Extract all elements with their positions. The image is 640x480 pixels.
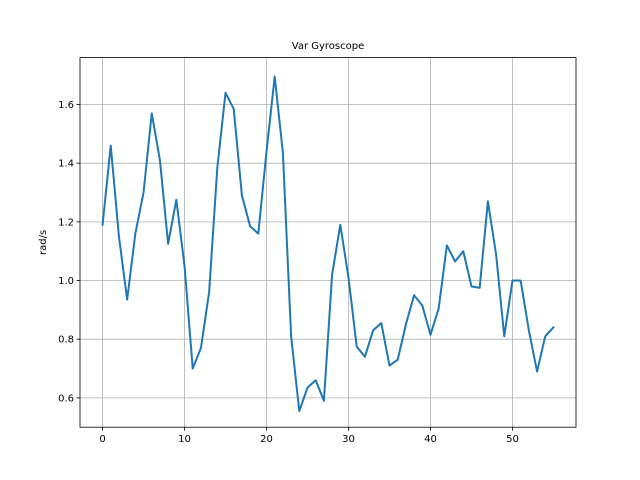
y-tick-label: 0.6 (58, 393, 74, 404)
y-tick-label: 1.2 (58, 217, 74, 228)
y-tick-label: 1.6 (58, 100, 74, 111)
x-tick-label: 40 (424, 434, 437, 445)
x-tick-label: 10 (178, 434, 191, 445)
y-tick-label: 1.0 (58, 276, 74, 287)
x-tick-label: 20 (260, 434, 273, 445)
x-tick-label: 30 (342, 434, 355, 445)
plot-frame (79, 57, 577, 428)
y-tick-label: 1.4 (58, 159, 74, 170)
chart-title: Var Gyroscope (292, 41, 365, 52)
x-tick-label: 0 (99, 434, 105, 445)
series-line (101, 75, 555, 413)
x-axis: 0 10 20 30 40 50 (99, 427, 519, 445)
y-tick-label: 0.8 (58, 335, 74, 346)
y-axis-label: rad/s (38, 230, 49, 255)
y-axis: 0.6 0.8 1.0 1.2 1.4 1.6 (58, 100, 80, 404)
x-tick-label: 50 (506, 434, 519, 445)
grid (80, 57, 576, 428)
series-layer (101, 75, 555, 413)
